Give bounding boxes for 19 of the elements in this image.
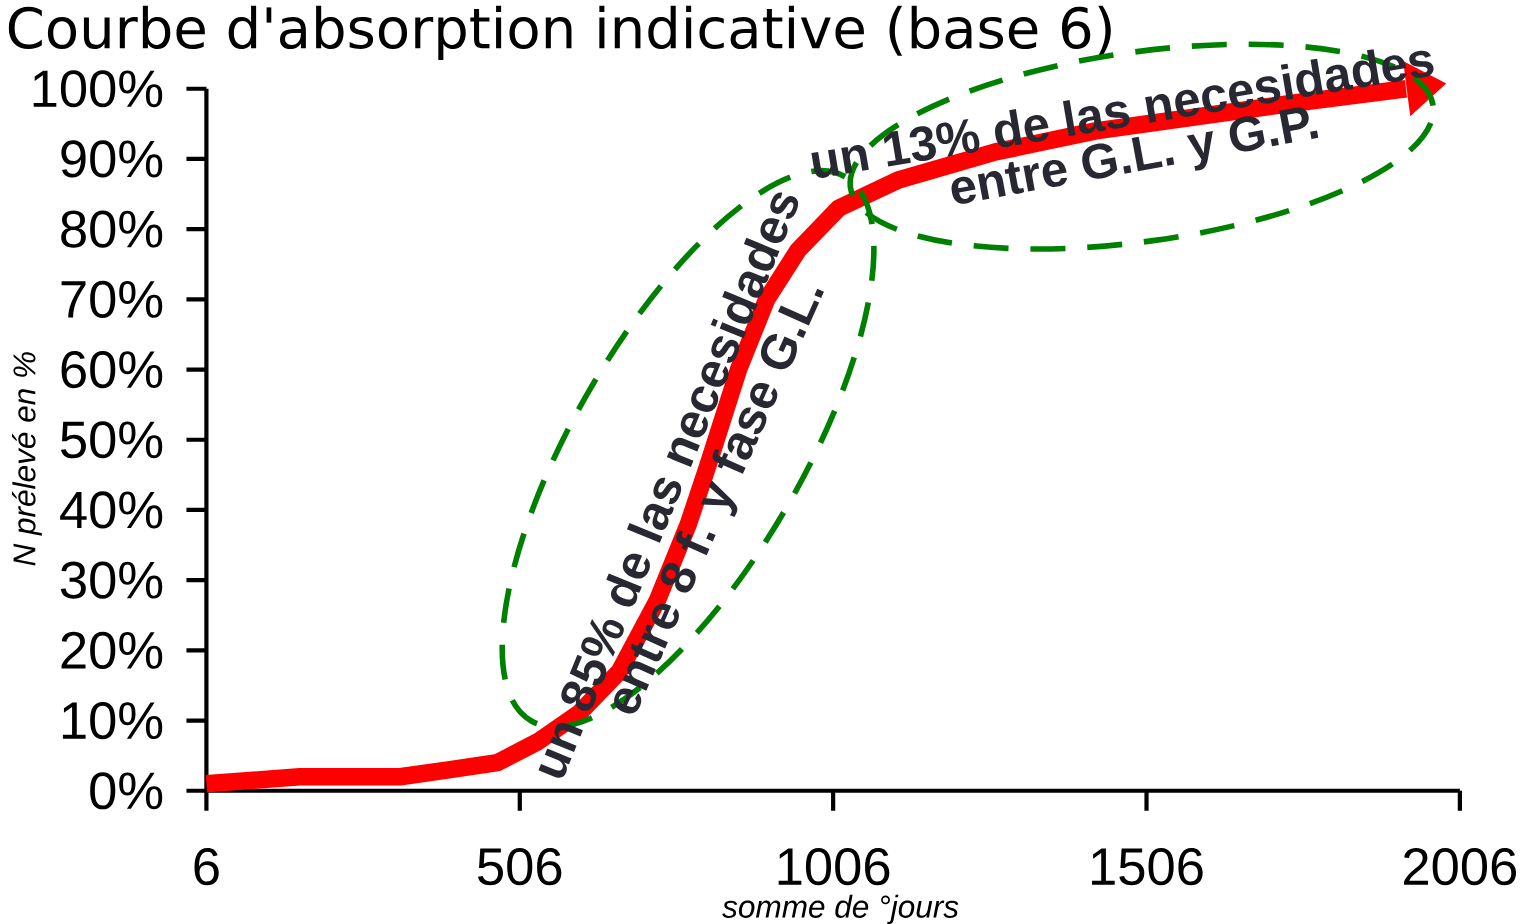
x-tick-label: 506 xyxy=(478,847,562,886)
y-tick-label: 80% xyxy=(61,210,163,248)
x-tick-label: 1506 xyxy=(1092,847,1203,886)
y-tick-label: 30% xyxy=(60,561,163,599)
y-tick-label: 10% xyxy=(62,701,163,740)
y-tick-label: 20% xyxy=(61,631,163,669)
y-tick-label: 70% xyxy=(61,280,163,318)
y-tick-label: 90% xyxy=(61,140,163,178)
x-axis-title: somme de °jours xyxy=(722,894,959,924)
y-tick-label: 50% xyxy=(60,421,163,459)
x-tick-label: 2006 xyxy=(1404,847,1517,886)
y-axis-title: N prélevé en % xyxy=(12,352,42,566)
chart-title: Courbe d'absorption indicative (base 6) xyxy=(8,5,1111,60)
y-tick-label: 60% xyxy=(61,350,163,389)
y-tick-label: 0% xyxy=(90,772,163,810)
y-tick-label: 40% xyxy=(60,491,163,529)
y-tick-label: 100% xyxy=(33,70,163,108)
x-tick-label: 1006 xyxy=(778,847,890,886)
x-tick-label: 6 xyxy=(194,847,219,886)
